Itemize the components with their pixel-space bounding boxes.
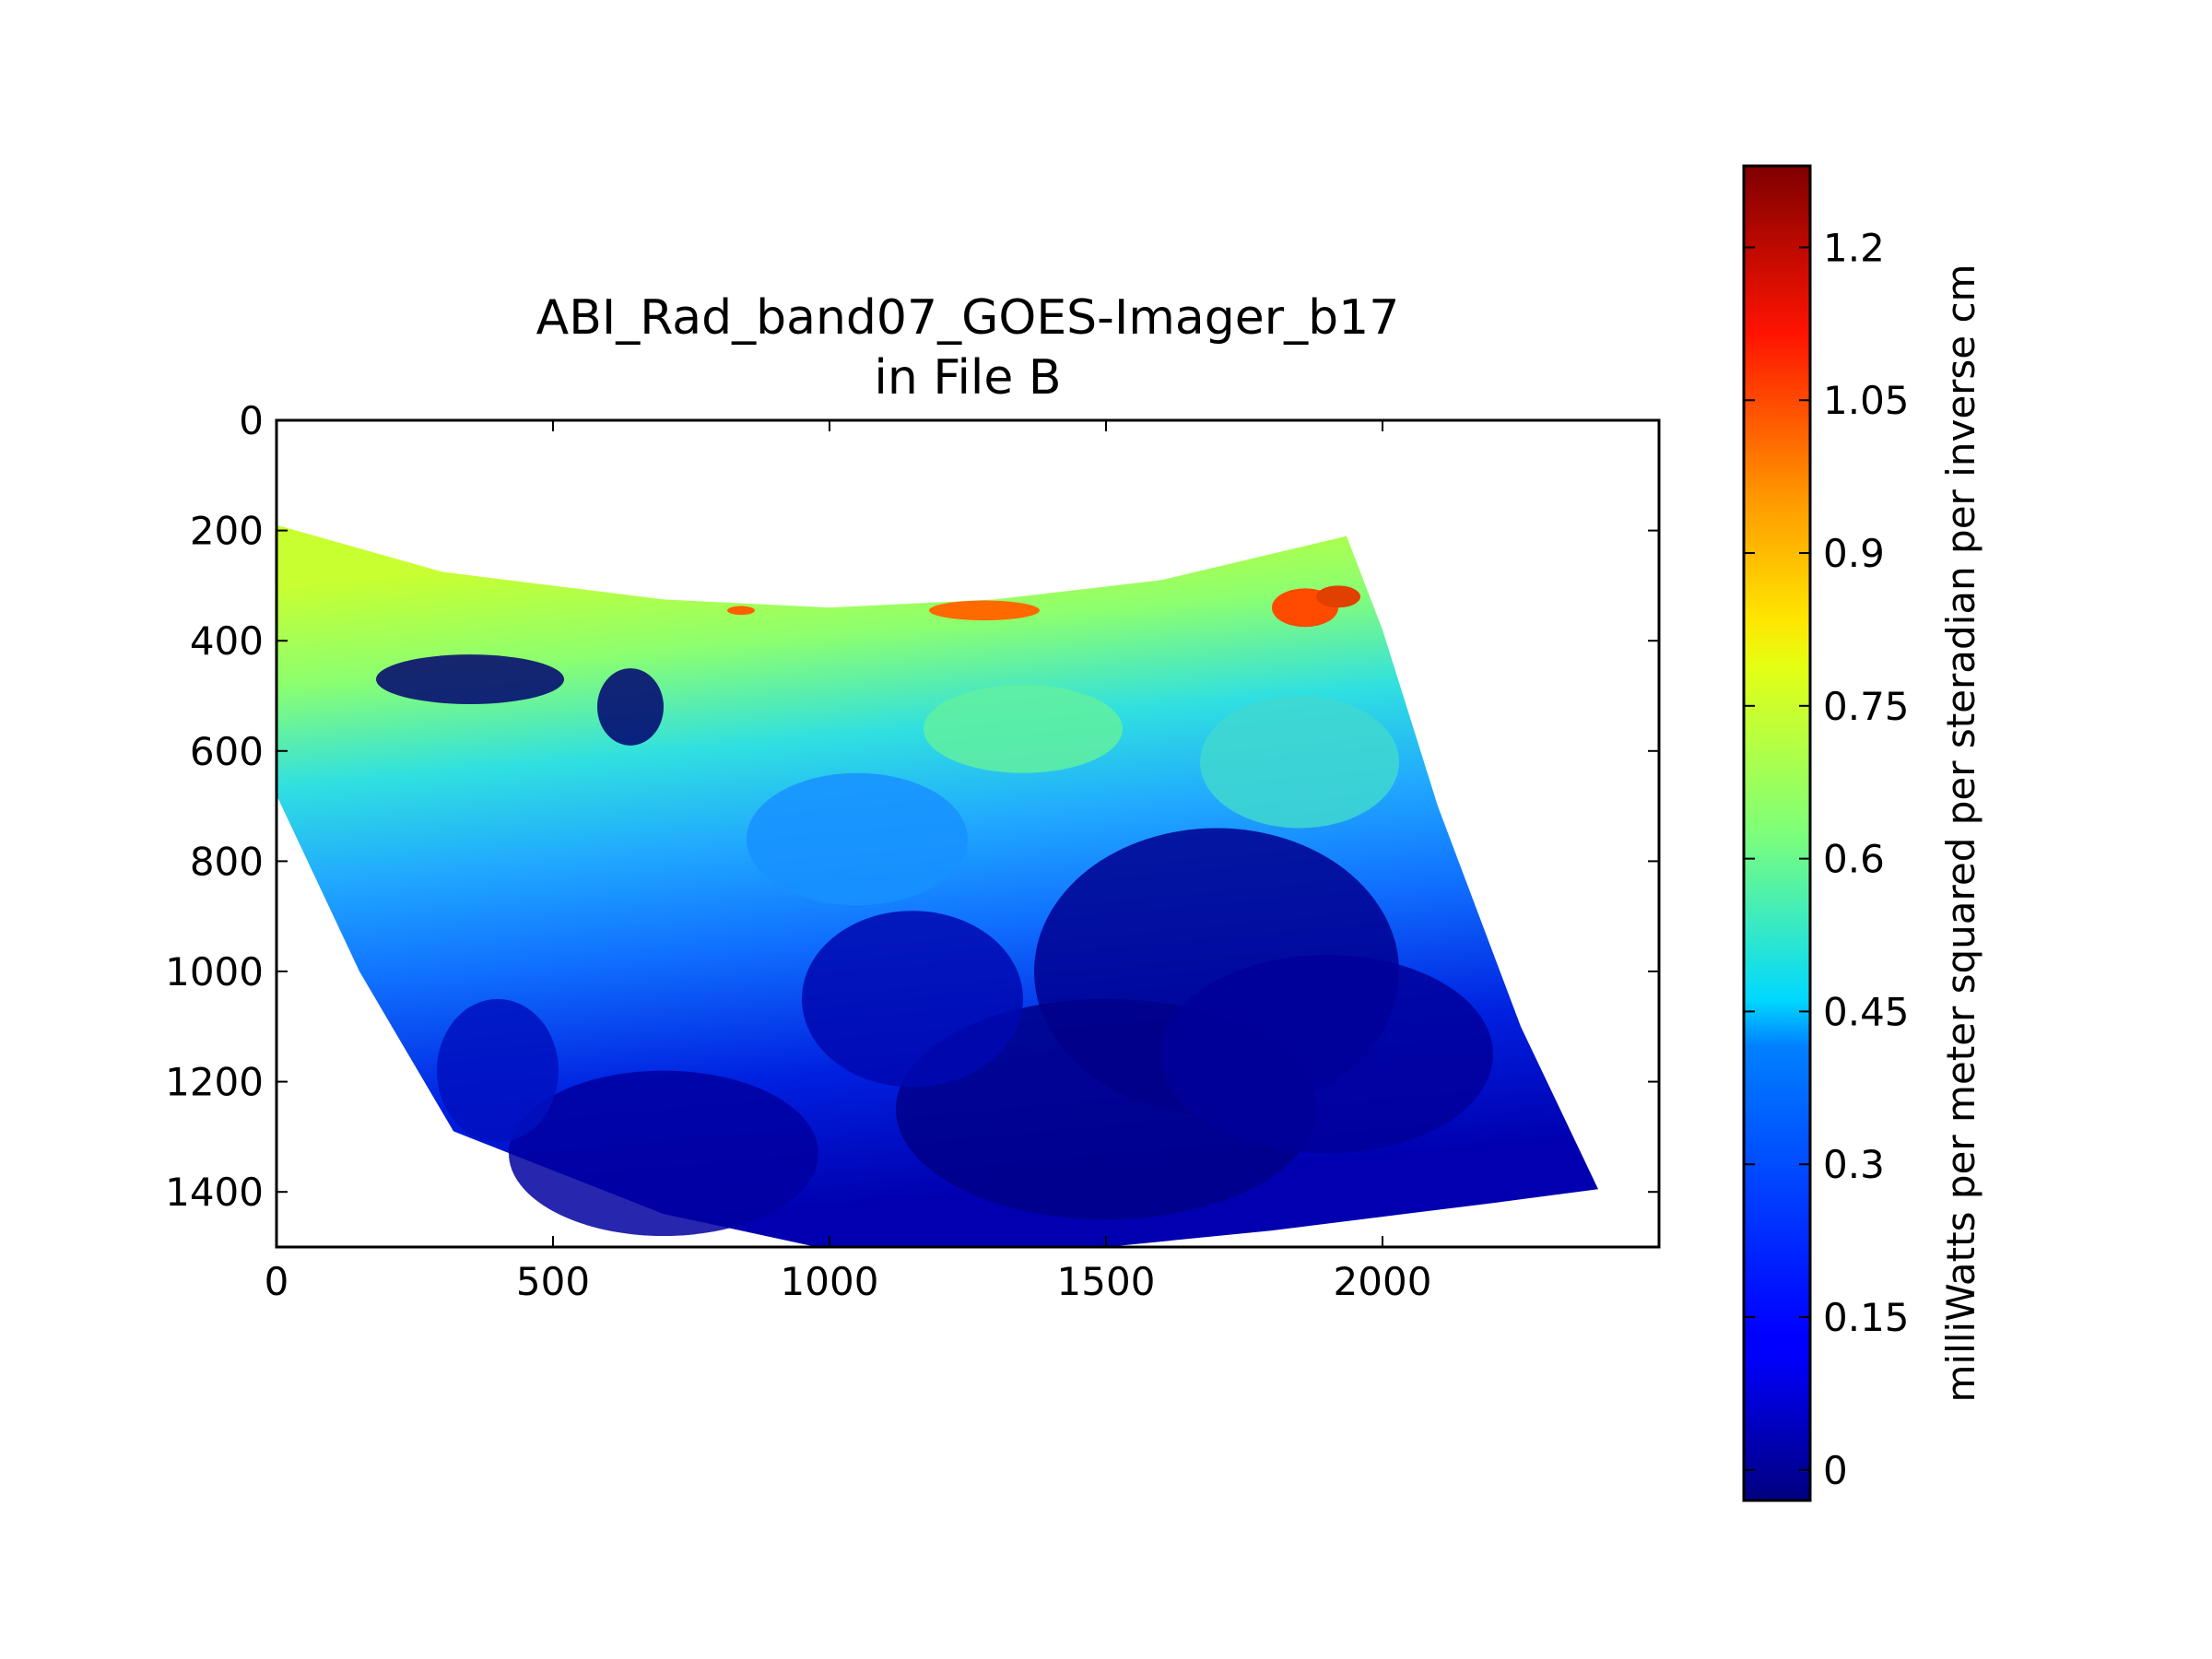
y-tick-label: 1400 [165, 1170, 264, 1215]
image-warm-spot [929, 600, 1040, 621]
y-tick-label: 200 [190, 509, 264, 554]
image-blob [1200, 696, 1399, 829]
y-tick-label: 1200 [165, 1060, 264, 1105]
colorbar-tick-label: 0.3 [1823, 1142, 1885, 1187]
colorbar-label: milliWatts per meter squared per steradi… [1938, 264, 1983, 1402]
chart-title-line1: ABI_Rad_band07_GOES-Imager_b17 [536, 290, 1400, 346]
image-blob [509, 1070, 818, 1237]
colorbar-tick-label: 1.05 [1823, 378, 1910, 423]
colorbar-tick-label: 0.45 [1823, 989, 1910, 1034]
image-blob [924, 685, 1123, 773]
colorbar-tick-label: 0.75 [1823, 684, 1910, 729]
colorbar-tick-label: 0.6 [1823, 837, 1885, 882]
y-axis: 0 200 400 600 800 1000 1200 1400 [165, 398, 1659, 1215]
x-tick-label: 500 [516, 1259, 590, 1304]
image-blob [376, 654, 564, 704]
image-blob [802, 911, 1023, 1088]
y-tick-label: 0 [239, 398, 264, 443]
colorbar-tick-label: 0 [1823, 1448, 1848, 1493]
image-warm-spot [727, 606, 755, 616]
colorbar-axis: 0 0.15 0.3 0.45 0.6 0.75 0.9 1.05 1.2 [1744, 225, 1910, 1493]
colorbar-tick-label: 0.9 [1823, 531, 1885, 576]
image-features [376, 585, 1493, 1237]
x-tick-label: 0 [265, 1259, 289, 1304]
y-tick-label: 1000 [165, 949, 264, 994]
image-blob [597, 668, 664, 746]
colorbar-tick-label: 1.2 [1823, 225, 1885, 270]
x-tick-label: 2000 [1334, 1259, 1432, 1304]
image-blob [747, 772, 968, 906]
x-tick-label: 1000 [781, 1259, 879, 1304]
chart-title-line2: in File B [874, 350, 1061, 406]
y-tick-label: 800 [190, 839, 264, 884]
colorbar-tick-label: 0.15 [1823, 1295, 1910, 1340]
y-tick-label: 600 [190, 729, 264, 774]
y-tick-label: 400 [190, 618, 264, 664]
image-blob [1161, 955, 1493, 1154]
plot-axes-frame [275, 418, 1661, 1249]
x-axis: 0 500 1000 1500 2000 [265, 420, 1432, 1304]
colorbar [1742, 164, 1812, 1502]
image-blob [437, 998, 559, 1143]
image-warm-spot [1316, 585, 1360, 608]
plot-image [276, 524, 1598, 1247]
x-tick-label: 1500 [1057, 1259, 1156, 1304]
